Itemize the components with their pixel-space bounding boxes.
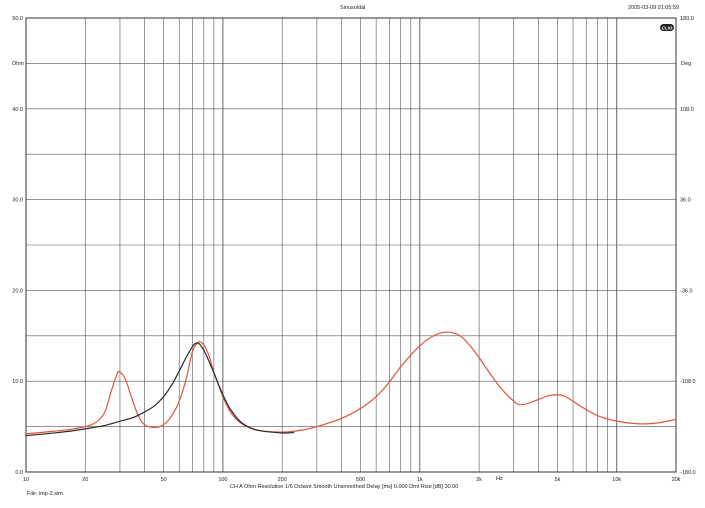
x-unit-label: Hz (496, 476, 503, 482)
y-tick-label: 20.0 (12, 288, 23, 294)
y2-tick-label: -36.0 (680, 288, 693, 294)
x-tick-label: 50 (161, 477, 167, 483)
plot-frame (25, 17, 677, 473)
series-line-1 (25, 331, 677, 435)
y2-tick-label: 36.0 (680, 198, 691, 204)
file-label: File: imp-2.sim (27, 491, 63, 497)
x-tick-label: 20k (672, 477, 681, 483)
y-tick-label: 40.0 (12, 107, 23, 113)
x-tick-label: 5k (555, 477, 561, 483)
y2-tick-label: 180.0 (680, 16, 694, 22)
x-tick-label: 1k (417, 477, 423, 483)
clio-logo (660, 24, 674, 31)
timestamp: 2005-03-09 01:05:59 (628, 5, 680, 11)
y2-tick-label: -108.0 (680, 379, 696, 385)
y2-unit-label: Deg (681, 61, 692, 67)
y-tick-label: 50.0 (12, 16, 23, 22)
y-tick-label: 10.0 (12, 379, 23, 385)
x-tick-label: 200 (278, 477, 287, 483)
x-tick-label: 10k (612, 477, 621, 483)
x-tick-label: 20 (82, 477, 88, 483)
x-tick-label: 100 (218, 477, 227, 483)
y2-tick-label: -180.0 (680, 470, 696, 476)
x-tick-label: 500 (356, 477, 365, 483)
y-unit-label: Ohm (12, 61, 24, 67)
x-tick-label: 2k (476, 477, 482, 483)
clio-logo-text: CLIO (662, 26, 673, 31)
y2-tick-label: 108.0 (680, 107, 694, 113)
chart-title: Sinusoidal (340, 5, 366, 11)
y-tick-label: 0.0 (15, 470, 23, 476)
footer-settings: CH A Ohm Resolution 1/6 Octave Smooth Un… (230, 484, 459, 490)
series-line-2 (25, 342, 295, 437)
y-tick-label: 30.0 (12, 198, 23, 204)
x-tick-label: 10 (23, 477, 29, 483)
